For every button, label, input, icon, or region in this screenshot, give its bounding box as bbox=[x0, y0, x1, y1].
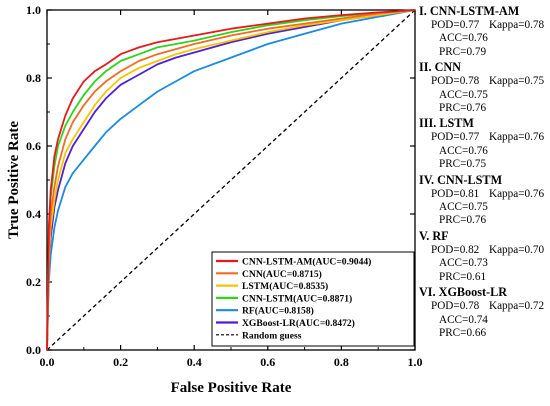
kappa-value: Kappa=0.70 bbox=[489, 243, 545, 256]
legend-label-1: CNN(AUC=0.8715) bbox=[242, 269, 322, 280]
roc-curve-2 bbox=[46, 9, 416, 351]
pod-value: POD=0.78 bbox=[431, 300, 480, 313]
model-title: III. LSTM bbox=[419, 116, 474, 131]
x-tick-label: 0.0 bbox=[40, 355, 55, 369]
model-block: III. LSTM POD=0.77 Kappa=0.76 ACC=0.76 PR… bbox=[419, 116, 549, 171]
y-tick-label: 0.2 bbox=[26, 275, 41, 289]
model-title: VI. XGBoost-LR bbox=[419, 285, 508, 300]
model-block: IV. CNN-LSTM POD=0.81 Kappa=0.76 ACC=0.75… bbox=[419, 173, 549, 228]
acc-value: ACC=0.74 bbox=[439, 313, 488, 326]
legend-box bbox=[211, 251, 415, 347]
y-tick-label: 0.8 bbox=[26, 71, 41, 85]
x-tick-label: 0.4 bbox=[187, 355, 202, 369]
legend-label-4: RF(AUC=0.8158) bbox=[242, 306, 314, 317]
y-tick-label: 0.0 bbox=[26, 343, 41, 357]
metrics-panel: I. CNN-LSTM-AM POD=0.77 Kappa=0.78 ACC=0.… bbox=[419, 4, 549, 341]
kappa-value: Kappa=0.76 bbox=[489, 131, 545, 144]
legend-label-random: Random guess bbox=[242, 330, 302, 341]
legend-label-0: CNN-LSTM-AM(AUC=0.9044) bbox=[242, 257, 371, 268]
x-tick-label: 0.2 bbox=[113, 355, 128, 369]
model-block: V. RF POD=0.82 Kappa=0.70 ACC=0.73 PRC=0.… bbox=[419, 229, 549, 284]
pod-value: POD=0.81 bbox=[431, 187, 480, 200]
prc-value: PRC=0.61 bbox=[439, 270, 487, 283]
prc-value: PRC=0.75 bbox=[439, 158, 487, 171]
pod-value: POD=0.77 bbox=[431, 131, 480, 144]
roc-curve-0 bbox=[46, 9, 416, 351]
prc-value: PRC=0.76 bbox=[439, 102, 487, 115]
roc-curve-3 bbox=[46, 9, 416, 351]
x-axis-label: False Positive Rate bbox=[171, 380, 292, 396]
kappa-value: Kappa=0.78 bbox=[489, 19, 545, 31]
acc-value: ACC=0.76 bbox=[439, 32, 488, 45]
legend-label-3: CNN-LSTM(AUC=0.8871) bbox=[242, 293, 352, 304]
roc-curve-1 bbox=[46, 9, 416, 351]
roc-curve-4 bbox=[46, 9, 416, 351]
acc-value: ACC=0.75 bbox=[439, 201, 488, 214]
y-tick-label: 0.4 bbox=[26, 207, 41, 221]
y-axis-label: True Positive Rate bbox=[6, 121, 22, 239]
pod-value: POD=0.77 bbox=[431, 19, 480, 31]
x-tick-label: 0.8 bbox=[334, 355, 349, 369]
legend-label-2: LSTM(AUC=0.8535) bbox=[242, 281, 328, 292]
model-block: I. CNN-LSTM-AM POD=0.77 Kappa=0.78 ACC=0.… bbox=[419, 4, 549, 59]
kappa-value: Kappa=0.72 bbox=[489, 300, 545, 313]
model-block: II. CNN POD=0.78 Kappa=0.75 ACC=0.75 PRC=… bbox=[419, 60, 549, 115]
model-title: V. RF bbox=[419, 228, 449, 243]
model-block: VI. XGBoost-LR POD=0.78 Kappa=0.72 ACC=0.… bbox=[419, 285, 549, 340]
kappa-value: Kappa=0.76 bbox=[489, 187, 545, 200]
axes-layer: 0.00.0 0.2 0.2 0.4 0.4 0.6 0.6 0.8 0.8 1.0 1.0 Fals… bbox=[6, 3, 423, 396]
pod-value: POD=0.78 bbox=[431, 75, 480, 88]
roc-curve-5 bbox=[46, 9, 416, 351]
pod-value: POD=0.82 bbox=[431, 243, 480, 256]
y-tick-label: 1.0 bbox=[26, 3, 41, 17]
model-title: IV. CNN-LSTM bbox=[419, 172, 503, 187]
acc-value: ACC=0.76 bbox=[439, 144, 488, 157]
legend-label-5: XGBoost-LR(AUC=0.8472) bbox=[242, 318, 355, 329]
legend: CNN-LSTM-AM(AUC=0.9044)CNN(AUC=0.8715)LS… bbox=[211, 251, 415, 347]
acc-value: ACC=0.73 bbox=[439, 257, 488, 270]
prc-value: PRC=0.79 bbox=[439, 45, 487, 58]
prc-value: PRC=0.76 bbox=[439, 214, 487, 227]
series-layer bbox=[46, 9, 416, 351]
model-title: I. CNN-LSTM-AM bbox=[419, 4, 520, 18]
y-tick-label: 0.6 bbox=[26, 139, 41, 153]
kappa-value: Kappa=0.75 bbox=[489, 75, 545, 88]
model-title: II. CNN bbox=[419, 60, 461, 75]
prc-value: PRC=0.66 bbox=[439, 326, 487, 339]
acc-value: ACC=0.75 bbox=[439, 88, 488, 101]
x-tick-label: 1.0 bbox=[408, 355, 423, 369]
x-tick-label: 0.6 bbox=[260, 355, 275, 369]
